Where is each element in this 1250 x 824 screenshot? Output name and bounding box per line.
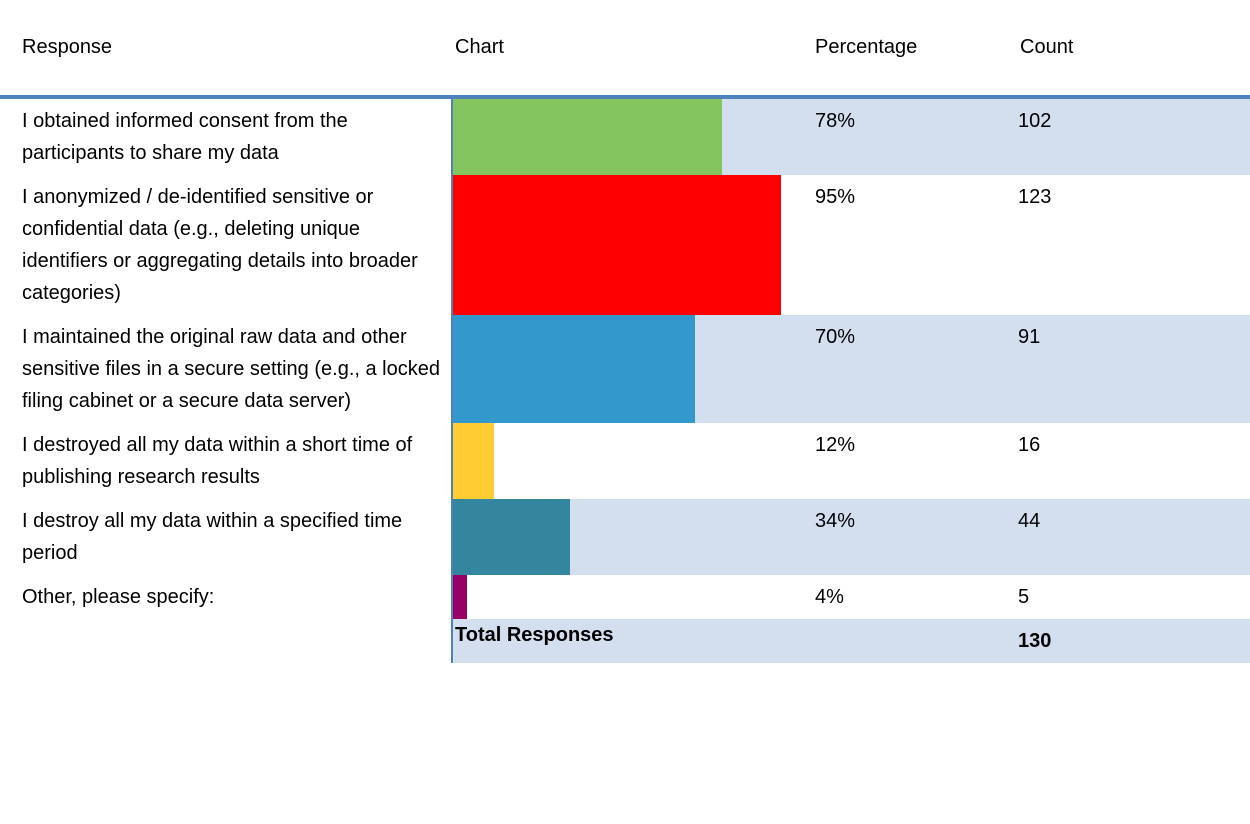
bar	[453, 423, 495, 499]
table-body: I obtained informed consent from the par…	[0, 99, 1250, 663]
chart-cell	[451, 315, 813, 423]
bar	[453, 499, 571, 575]
percentage: 4%	[815, 586, 844, 608]
total-label: Total Responses	[451, 619, 1018, 663]
response-label: I destroyed all my data within a short t…	[22, 434, 413, 488]
response-label: I anonymized / de-identified sensitive o…	[22, 186, 418, 304]
percentage: 70%	[813, 315, 1018, 423]
empty	[0, 619, 451, 663]
chart-cell	[451, 175, 813, 315]
header: Percentage	[815, 36, 918, 58]
bar	[453, 575, 467, 619]
total-count: 130	[1018, 619, 1250, 663]
chart-cell	[451, 575, 813, 619]
header-row: Response Chart Percentage Count	[0, 0, 1250, 99]
chart-cell	[451, 499, 813, 575]
count: 16	[1018, 434, 1041, 456]
header: Count	[1020, 36, 1074, 58]
response-label: I obtained informed consent from the par…	[22, 110, 348, 164]
percentage: 12%	[815, 434, 856, 456]
header: Chart	[455, 36, 504, 58]
percentage: 95%	[815, 186, 856, 208]
count: 5	[1018, 586, 1030, 608]
response-label: I destroy all my data within a specified…	[22, 510, 403, 564]
count: 91	[1018, 315, 1250, 423]
bar	[453, 175, 781, 315]
percentage: 34%	[813, 499, 1018, 575]
percentage: 78%	[813, 99, 1018, 175]
count: 44	[1018, 499, 1250, 575]
chart-cell	[451, 99, 813, 175]
count: 123	[1018, 186, 1052, 208]
bar	[453, 315, 695, 423]
response-label: Other, please specify:	[22, 586, 215, 608]
chart-cell	[451, 423, 813, 499]
header: Response	[22, 36, 113, 58]
count: 102	[1018, 99, 1250, 175]
bar	[453, 99, 723, 175]
response-label: I maintained the original raw data and o…	[22, 326, 440, 412]
